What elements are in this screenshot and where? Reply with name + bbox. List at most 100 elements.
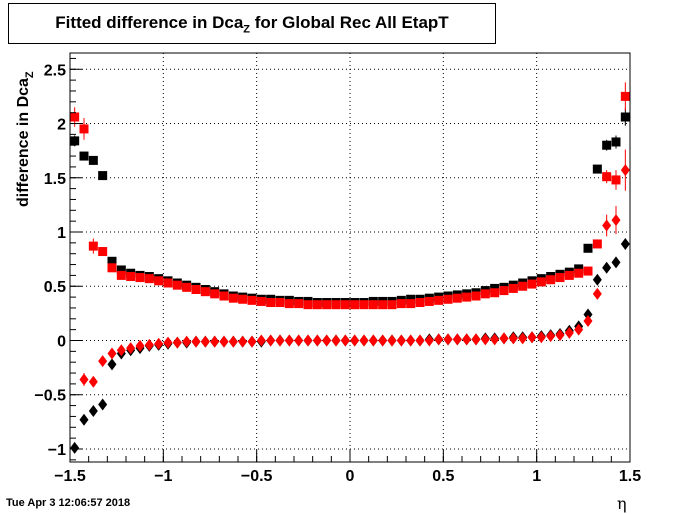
data-point-square: [172, 280, 182, 290]
y-tick-label: −0.5: [34, 388, 66, 405]
data-point-diamond: [247, 335, 257, 348]
data-point-square: [378, 300, 388, 310]
data-point-square: [126, 271, 136, 281]
x-tick-label: 1.5: [619, 468, 641, 485]
data-point-diamond: [611, 256, 621, 269]
data-point-diamond: [266, 334, 276, 347]
data-point-square: [256, 296, 266, 306]
data-point-square: [564, 270, 574, 280]
data-point-diamond: [406, 334, 416, 347]
data-point-square: [182, 282, 192, 292]
data-point-square: [359, 300, 369, 310]
data-point-square: [228, 293, 238, 303]
data-point-diamond: [303, 334, 313, 347]
data-point-square: [620, 112, 630, 122]
data-point-diamond: [443, 333, 453, 346]
title-suffix: for Global Rec All EtapT: [250, 13, 449, 32]
y-tick-label: 1: [57, 225, 66, 242]
data-point-diamond: [415, 334, 425, 347]
data-point-square: [340, 300, 350, 310]
data-point-square: [471, 291, 481, 301]
data-point-diamond: [602, 219, 612, 232]
data-point-diamond: [144, 338, 154, 351]
data-point-diamond: [555, 329, 565, 342]
data-point-diamond: [331, 334, 341, 347]
data-point-square: [583, 243, 593, 253]
data-point-diamond: [350, 334, 360, 347]
data-point-diamond: [98, 398, 108, 411]
data-point-diamond: [182, 335, 192, 348]
chart-title: Fitted difference in DcaZ for Global Rec…: [9, 13, 495, 35]
data-point-diamond: [536, 331, 546, 344]
data-point-diamond: [284, 334, 294, 347]
x-tick-label: −1.5: [54, 468, 86, 485]
data-point-square: [331, 300, 341, 310]
data-point-diamond: [172, 336, 182, 349]
data-point-square: [107, 256, 117, 266]
x-tick-label: 0.5: [432, 468, 454, 485]
data-point-diamond: [163, 336, 173, 349]
data-point-square: [88, 241, 98, 251]
data-point-diamond: [378, 334, 388, 347]
data-point-diamond: [583, 314, 593, 327]
data-point-diamond: [210, 335, 220, 348]
data-point-diamond: [340, 334, 350, 347]
data-point-diamond: [368, 334, 378, 347]
data-point-square: [266, 298, 276, 308]
data-point-square: [602, 140, 612, 150]
x-axis-label: η: [617, 494, 627, 513]
data-point-diamond: [462, 333, 472, 346]
data-point-diamond: [620, 164, 630, 177]
data-point-diamond: [396, 334, 406, 347]
x-tick-label: 1: [532, 468, 541, 485]
data-point-square: [135, 273, 145, 283]
title-subscript: Z: [243, 23, 251, 36]
data-point-square: [98, 171, 108, 181]
data-point-diamond: [275, 334, 285, 347]
data-point-square: [294, 299, 304, 309]
data-point-square: [527, 279, 537, 289]
data-point-square: [275, 298, 285, 308]
y-axis-label: difference in DcaZ: [15, 71, 36, 207]
data-point-square: [238, 294, 248, 304]
y-tick-label: 0.5: [44, 279, 66, 296]
data-point-diamond: [359, 334, 369, 347]
data-point-diamond: [518, 332, 528, 345]
data-point-diamond: [219, 335, 229, 348]
data-point-square: [350, 300, 360, 310]
data-point-square: [611, 137, 621, 147]
data-point-diamond: [583, 308, 593, 321]
axis-tick-labels: −1.5 −1 −0.5 0 0.5 1 1.5 −1 −0.5 0 0.5 1 1.5 2 2.5: [34, 62, 641, 485]
data-points: [70, 91, 630, 454]
data-point-square: [490, 288, 500, 298]
data-point-square: [70, 136, 80, 146]
data-point-square: [387, 300, 397, 310]
data-point-square: [611, 175, 621, 185]
data-point-square: [247, 295, 257, 305]
data-point-square: [116, 265, 126, 275]
data-point-diamond: [79, 413, 89, 426]
data-point-diamond: [312, 334, 322, 347]
data-point-square: [312, 300, 322, 310]
data-point-diamond: [546, 330, 556, 343]
x-tick-label: 0: [346, 468, 355, 485]
data-point-square: [284, 299, 294, 309]
data-point-diamond: [527, 331, 537, 344]
data-point-diamond: [116, 344, 126, 357]
data-point-square: [98, 247, 108, 257]
data-point-square: [210, 289, 220, 299]
data-point-diamond: [490, 333, 500, 346]
data-point-diamond: [294, 334, 304, 347]
data-point-diamond: [154, 337, 164, 350]
y-tick-label: 2.5: [44, 62, 66, 79]
data-point-diamond: [191, 335, 201, 348]
data-point-diamond: [611, 214, 621, 227]
data-point-square: [79, 151, 89, 161]
data-point-square: [368, 300, 378, 310]
y-tick-label: 1.5: [44, 171, 66, 188]
data-point-square: [396, 299, 406, 309]
data-point-diamond: [499, 332, 509, 345]
data-point-square: [592, 164, 602, 174]
data-point-diamond: [126, 342, 136, 355]
data-point-diamond: [434, 333, 444, 346]
